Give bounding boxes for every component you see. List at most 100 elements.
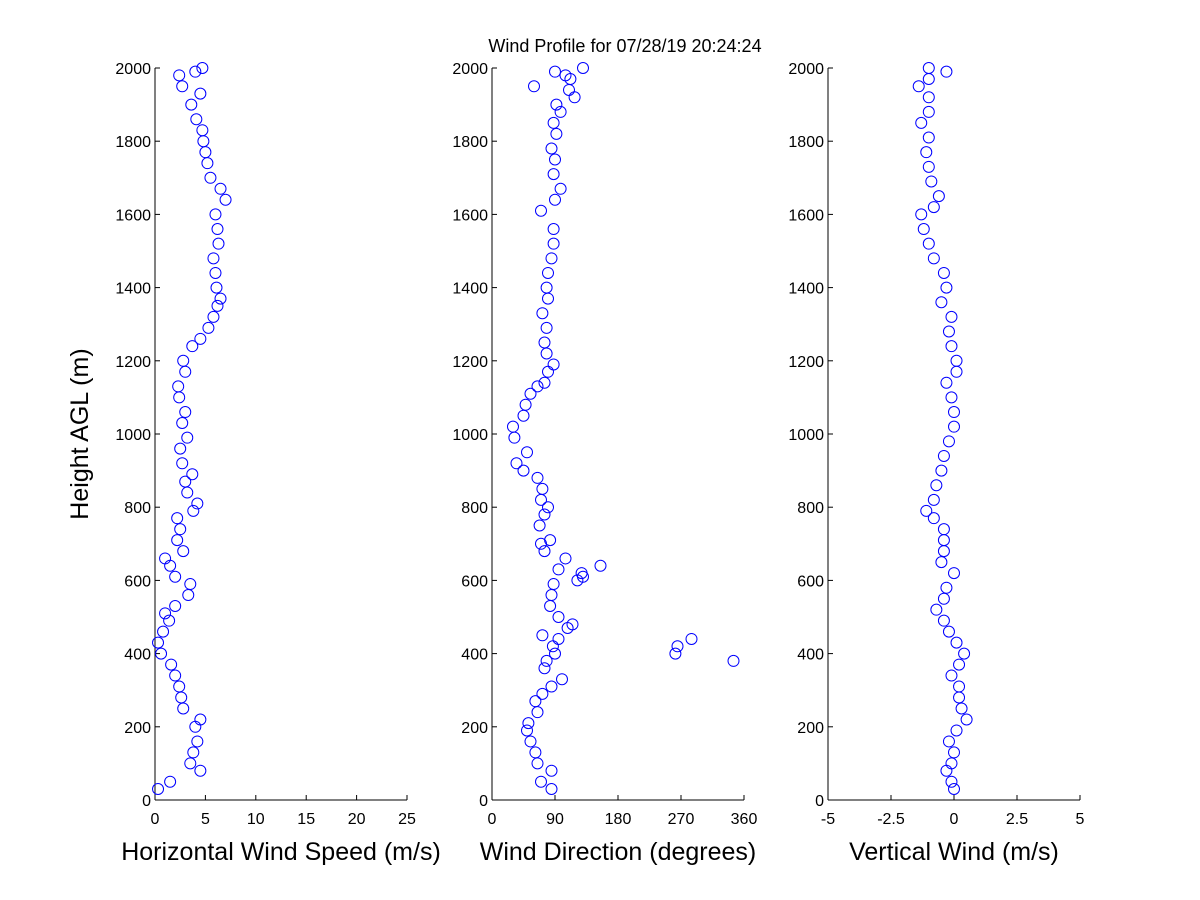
point (535, 204, 547, 217)
point (538, 336, 551, 349)
point (937, 545, 950, 558)
point (199, 146, 212, 159)
point (181, 431, 194, 444)
point (950, 365, 963, 378)
point (540, 347, 553, 360)
point (521, 724, 533, 737)
point (950, 724, 963, 737)
point (912, 80, 925, 93)
point (209, 208, 222, 221)
point (152, 783, 165, 796)
point (197, 135, 210, 148)
point (922, 131, 935, 144)
point (214, 292, 227, 305)
point (932, 190, 945, 203)
point (159, 607, 172, 620)
point (547, 358, 560, 371)
point (917, 223, 930, 236)
x-tick-label: 180 (605, 811, 632, 828)
point (927, 512, 940, 525)
point (927, 493, 940, 506)
point (922, 72, 935, 85)
point (958, 647, 971, 660)
point (940, 581, 953, 594)
point (945, 757, 958, 770)
point (937, 523, 950, 536)
x-tick-label: 90 (546, 811, 564, 828)
x-tick-label: -5 (821, 811, 835, 828)
point (920, 146, 933, 159)
point (165, 658, 178, 671)
point (564, 72, 577, 85)
point (164, 559, 177, 572)
point (173, 69, 186, 82)
point (204, 171, 217, 184)
point (554, 105, 567, 118)
point (960, 713, 973, 726)
point (550, 127, 563, 140)
point (955, 702, 968, 715)
point (552, 632, 565, 645)
y-tick-label: 1600 (452, 207, 488, 224)
point (186, 340, 199, 353)
point (177, 702, 190, 715)
x-axis-label: Wind Direction (degrees) (480, 838, 757, 866)
point (559, 552, 572, 565)
point (196, 124, 209, 137)
point (925, 175, 938, 188)
point (184, 578, 197, 591)
y-tick-label: 1200 (115, 354, 151, 371)
point (546, 640, 559, 653)
point (685, 632, 698, 645)
point (671, 640, 684, 653)
point (214, 182, 227, 195)
point (935, 296, 948, 309)
point (196, 62, 209, 74)
point (945, 669, 958, 682)
point (529, 695, 542, 708)
x-tick-label: 5 (1076, 811, 1085, 828)
point (540, 281, 553, 294)
point (538, 545, 551, 558)
point (930, 479, 943, 492)
point (942, 625, 955, 638)
y-tick-label: 0 (815, 793, 824, 810)
y-tick-label: 600 (461, 573, 488, 590)
point (184, 757, 197, 770)
x-axis-label: Vertical Wind (m/s) (849, 838, 1059, 866)
point (935, 556, 948, 569)
point (945, 310, 958, 323)
point (508, 431, 521, 444)
y-tick-label: 0 (142, 793, 151, 810)
point (669, 647, 682, 660)
y-tick-label: 1600 (115, 207, 151, 224)
x-tick-label: 25 (398, 811, 416, 828)
point (549, 647, 561, 660)
point (529, 746, 542, 759)
point (164, 775, 177, 788)
y-tick-label: 1400 (115, 281, 151, 298)
y-tick-label: 1000 (788, 427, 824, 444)
point (542, 266, 554, 279)
y-tick-label: 1600 (788, 207, 824, 224)
point (177, 354, 190, 367)
x-tick-label: 10 (247, 811, 265, 828)
y-tick-label: 1800 (452, 134, 488, 151)
point (536, 307, 549, 320)
point (922, 160, 935, 173)
point (950, 354, 963, 367)
point (937, 449, 950, 462)
point (171, 534, 184, 547)
point (547, 168, 560, 181)
point (545, 252, 558, 265)
point (174, 523, 187, 536)
y-tick-label: 400 (797, 647, 824, 664)
point (531, 706, 544, 719)
point (194, 332, 207, 345)
point (948, 746, 960, 759)
point (517, 409, 530, 422)
point (545, 142, 558, 155)
y-tick-label: 200 (797, 720, 824, 737)
point (536, 629, 549, 642)
